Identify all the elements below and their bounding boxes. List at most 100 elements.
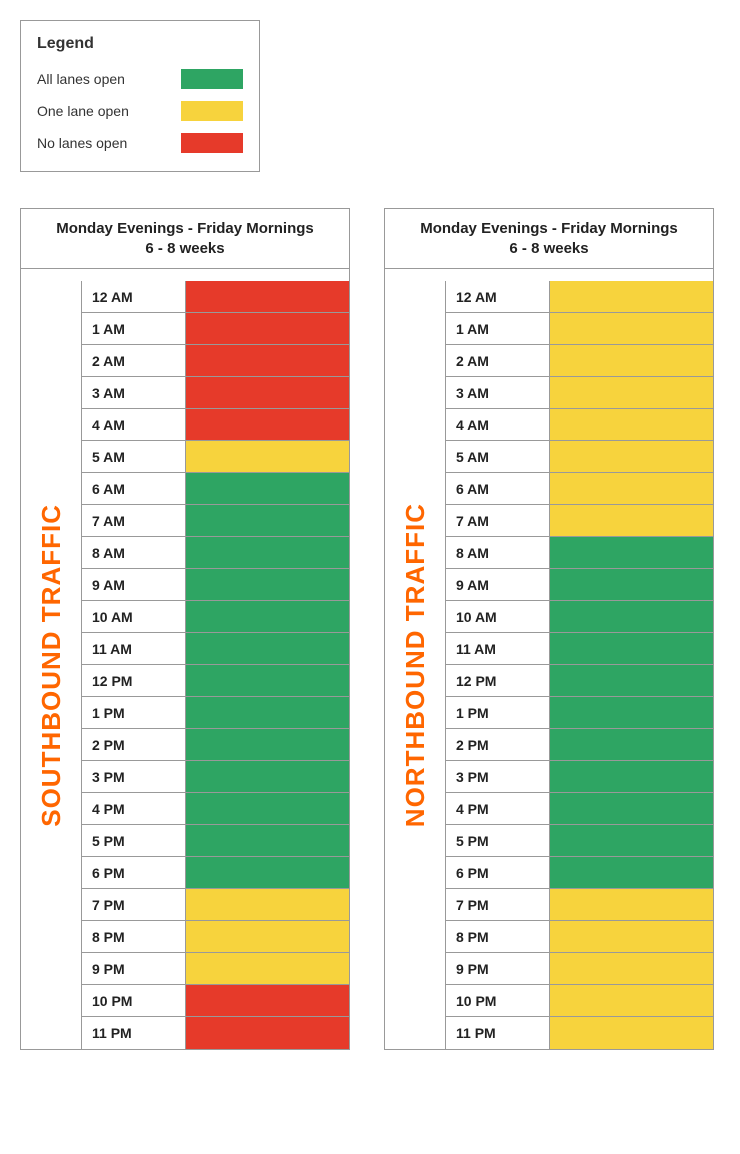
table-row: 5 PM [445,825,713,857]
side-label-col: SOUTHBOUND TRAFFIC [21,281,81,1049]
status-cell [186,633,349,664]
time-cell: 7 AM [81,505,186,536]
table-header: Monday Evenings - Friday Mornings6 - 8 w… [21,209,349,269]
time-cell: 6 PM [81,857,186,888]
table-row: 11 PM [81,1017,349,1049]
table-row: 10 PM [445,985,713,1017]
status-cell [550,985,713,1016]
side-label: SOUTHBOUND TRAFFIC [36,504,67,827]
table-body: SOUTHBOUND TRAFFIC12 AM1 AM2 AM3 AM4 AM5… [21,269,349,1049]
time-cell: 9 AM [81,569,186,600]
time-cell: 11 AM [81,633,186,664]
time-cell: 12 AM [445,281,550,312]
table-row: 6 AM [445,473,713,505]
table-row: 2 PM [445,729,713,761]
status-cell [550,857,713,888]
status-cell [186,889,349,920]
time-cell: 5 PM [445,825,550,856]
legend-swatch [181,133,243,153]
time-cell: 11 AM [445,633,550,664]
legend-box: Legend All lanes openOne lane openNo lan… [20,20,260,172]
table-header: Monday Evenings - Friday Mornings6 - 8 w… [385,209,713,269]
table-row: 8 AM [81,537,349,569]
time-cell: 4 PM [445,793,550,824]
table-row: 10 AM [81,601,349,633]
time-cell: 7 PM [445,889,550,920]
rows-col: 12 AM1 AM2 AM3 AM4 AM5 AM6 AM7 AM8 AM9 A… [445,281,713,1049]
time-cell: 8 PM [445,921,550,952]
time-cell: 2 PM [445,729,550,760]
table-row: 12 AM [81,281,349,313]
status-cell [550,377,713,408]
status-cell [550,761,713,792]
table-row: 4 AM [445,409,713,441]
legend-items: All lanes openOne lane openNo lanes open [37,69,243,153]
table-body: NORTHBOUND TRAFFIC12 AM1 AM2 AM3 AM4 AM5… [385,269,713,1049]
status-cell [186,665,349,696]
side-label: NORTHBOUND TRAFFIC [400,503,431,827]
status-cell [186,377,349,408]
status-cell [550,793,713,824]
table-row: 8 PM [445,921,713,953]
status-cell [550,889,713,920]
status-cell [186,729,349,760]
table-header-line2: 6 - 8 weeks [393,239,705,259]
status-cell [550,569,713,600]
table-row: 1 PM [81,697,349,729]
time-cell: 4 AM [81,409,186,440]
table-header-line1: Monday Evenings - Friday Mornings [393,219,705,239]
table-row: 7 PM [81,889,349,921]
time-cell: 12 PM [81,665,186,696]
tables-wrap: Monday Evenings - Friday Mornings6 - 8 w… [20,208,720,1050]
time-cell: 1 PM [445,697,550,728]
status-cell [550,313,713,344]
table-row: 1 AM [81,313,349,345]
table-row: 7 PM [445,889,713,921]
table-row: 4 PM [81,793,349,825]
table-row: 9 PM [445,953,713,985]
table-row: 6 PM [81,857,349,889]
table-header-line1: Monday Evenings - Friday Mornings [29,219,341,239]
time-cell: 1 PM [81,697,186,728]
table-row: 2 AM [445,345,713,377]
time-cell: 2 AM [81,345,186,376]
legend-title: Legend [37,35,243,53]
status-cell [550,953,713,984]
status-cell [550,505,713,536]
table-row: 6 PM [445,857,713,889]
time-cell: 6 AM [81,473,186,504]
status-cell [550,921,713,952]
status-cell [186,953,349,984]
legend-label: No lanes open [37,135,127,151]
status-cell [186,601,349,632]
table-row: 5 PM [81,825,349,857]
status-cell [550,537,713,568]
status-cell [186,857,349,888]
side-label-col: NORTHBOUND TRAFFIC [385,281,445,1049]
table-row: 11 AM [81,633,349,665]
table-row: 12 AM [445,281,713,313]
status-cell [186,473,349,504]
table-row: 7 AM [81,505,349,537]
time-cell: 5 AM [81,441,186,472]
status-cell [186,793,349,824]
status-cell [550,633,713,664]
status-cell [186,537,349,568]
status-cell [186,921,349,952]
traffic-table: Monday Evenings - Friday Mornings6 - 8 w… [20,208,350,1050]
table-row: 9 AM [445,569,713,601]
time-cell: 12 AM [81,281,186,312]
table-row: 2 PM [81,729,349,761]
table-row: 1 AM [445,313,713,345]
status-cell [550,665,713,696]
table-row: 3 AM [445,377,713,409]
time-cell: 8 AM [445,537,550,568]
table-row: 3 AM [81,377,349,409]
time-cell: 10 AM [81,601,186,632]
table-row: 9 PM [81,953,349,985]
status-cell [186,281,349,312]
table-row: 11 AM [445,633,713,665]
status-cell [186,409,349,440]
time-cell: 3 PM [81,761,186,792]
time-cell: 3 AM [81,377,186,408]
